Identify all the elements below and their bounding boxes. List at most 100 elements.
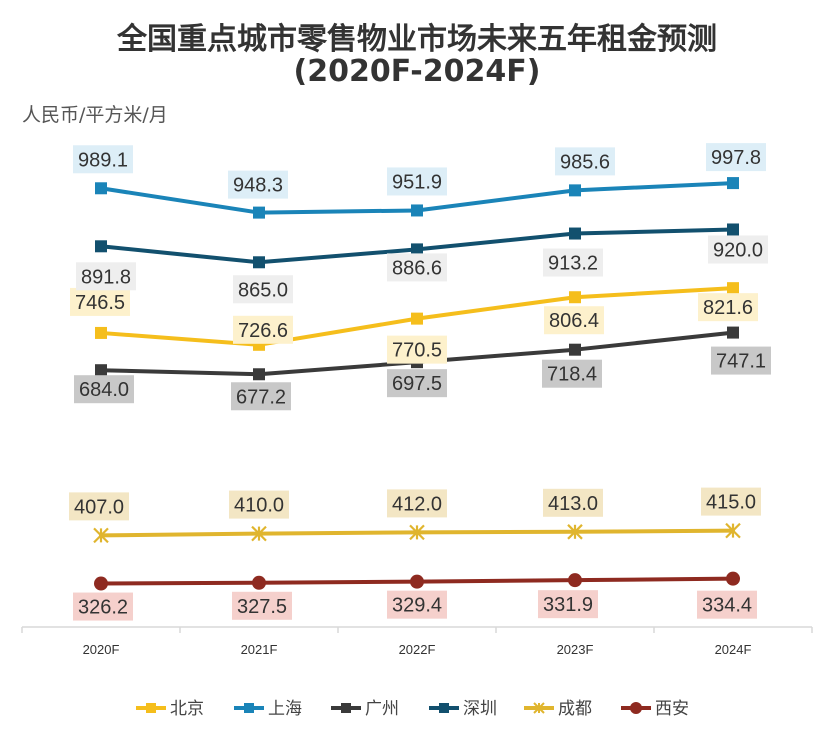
data-label: 415.0 xyxy=(706,492,756,514)
data-label-background xyxy=(70,287,130,316)
data-label: 920.0 xyxy=(713,239,763,261)
x-tick-label: 2022F xyxy=(399,642,436,657)
data-label-background xyxy=(706,143,766,172)
data-label-background xyxy=(544,306,604,335)
data-point-marker xyxy=(251,525,267,542)
data-label: 718.4 xyxy=(547,364,597,386)
data-point-marker xyxy=(411,204,423,217)
data-label-background xyxy=(233,275,293,304)
legend-swatch-marker xyxy=(439,703,449,713)
data-label-background xyxy=(542,359,602,388)
chart-title: 全国重点城市零售物业市场未来五年租金预测 xyxy=(117,22,717,57)
data-point-marker xyxy=(409,524,425,541)
data-label: 697.5 xyxy=(392,373,442,395)
legend-label-上海: 上海 xyxy=(268,699,302,719)
data-point-marker xyxy=(569,227,581,240)
x-tick-label: 2023F xyxy=(557,642,594,657)
data-label-background xyxy=(73,145,133,174)
data-point-marker xyxy=(253,368,265,381)
data-point-marker xyxy=(253,256,265,269)
data-label-background xyxy=(233,315,293,344)
data-point-marker xyxy=(727,223,739,236)
data-point-marker xyxy=(727,177,739,190)
data-label: 326.2 xyxy=(78,597,128,619)
data-label-background xyxy=(698,293,758,322)
legend-swatch-marker xyxy=(341,703,351,713)
data-label: 948.3 xyxy=(233,175,283,197)
data-label: 985.6 xyxy=(560,151,610,173)
data-label-background xyxy=(711,346,771,375)
data-label: 997.8 xyxy=(711,147,761,169)
data-label: 407.0 xyxy=(74,496,124,518)
data-point-marker xyxy=(411,243,423,256)
data-label-background xyxy=(387,489,447,518)
data-label: 684.0 xyxy=(79,379,129,401)
data-label-background xyxy=(543,488,603,517)
data-label: 327.5 xyxy=(237,596,287,618)
x-tick-label: 2020F xyxy=(83,642,120,657)
data-label: 865.0 xyxy=(238,279,288,301)
data-point-marker xyxy=(567,524,583,540)
data-label: 770.5 xyxy=(392,340,442,362)
legend-swatch-marker xyxy=(533,702,545,714)
data-label: 410.0 xyxy=(234,495,284,517)
legend-label-广州: 广州 xyxy=(365,699,399,719)
data-point-marker xyxy=(95,364,107,377)
data-label-background xyxy=(387,335,447,364)
data-label: 989.1 xyxy=(78,149,128,171)
data-label: 913.2 xyxy=(548,253,598,275)
data-label: 677.2 xyxy=(236,386,286,408)
data-label-background xyxy=(701,487,761,516)
legend-swatch-marker xyxy=(630,702,642,714)
data-label-background xyxy=(543,248,603,277)
data-label-background xyxy=(231,382,291,411)
data-point-marker xyxy=(568,573,582,588)
x-tick-label: 2024F xyxy=(715,642,752,657)
data-label: 891.8 xyxy=(81,266,131,288)
data-point-marker xyxy=(93,527,109,544)
data-label-background xyxy=(697,590,757,619)
data-label-background xyxy=(538,590,598,619)
data-label-background xyxy=(73,592,133,621)
data-label-background xyxy=(387,369,447,398)
data-label: 726.6 xyxy=(238,320,288,342)
data-point-marker xyxy=(410,574,424,589)
data-label: 806.4 xyxy=(549,310,599,332)
data-label: 747.1 xyxy=(716,351,766,373)
data-point-marker xyxy=(411,312,423,325)
data-label: 886.6 xyxy=(392,257,442,279)
data-point-marker xyxy=(569,291,581,304)
data-label-background xyxy=(228,170,288,199)
data-point-marker xyxy=(252,575,266,590)
data-label: 821.6 xyxy=(703,297,753,319)
data-label: 413.0 xyxy=(548,493,598,515)
data-label-background xyxy=(76,262,136,291)
data-point-marker xyxy=(725,522,741,539)
y-axis-unit-label: 人民币/平方米/月 xyxy=(22,104,168,126)
legend-label-西安: 西安 xyxy=(655,699,689,719)
data-point-marker xyxy=(95,240,107,253)
data-point-marker xyxy=(569,184,581,197)
data-label-background xyxy=(229,490,289,519)
data-label-background xyxy=(387,167,447,196)
chart-subtitle: (2020F-2024F) xyxy=(293,54,541,89)
data-label: 412.0 xyxy=(392,493,442,515)
data-point-marker xyxy=(94,576,108,591)
data-label-background xyxy=(708,235,768,264)
data-point-marker xyxy=(727,326,739,339)
legend-swatch-marker xyxy=(244,703,254,713)
x-tick-label: 2021F xyxy=(241,642,278,657)
legend-label-深圳: 深圳 xyxy=(463,699,497,719)
data-label-background xyxy=(232,591,292,620)
data-label-background xyxy=(387,590,447,619)
data-point-marker xyxy=(569,343,581,356)
data-point-marker xyxy=(95,326,107,339)
data-label: 951.9 xyxy=(392,171,442,193)
legend-swatch-marker xyxy=(146,703,156,713)
data-label-background xyxy=(555,147,615,176)
data-label-background xyxy=(387,253,447,282)
data-label: 334.4 xyxy=(702,595,752,617)
data-label-background xyxy=(69,492,129,521)
